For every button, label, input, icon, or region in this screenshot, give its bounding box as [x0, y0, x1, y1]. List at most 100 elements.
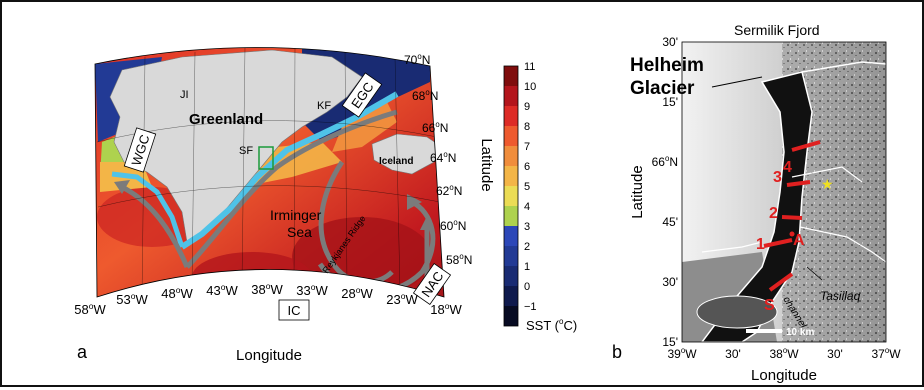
station-label-s: S — [764, 297, 775, 314]
fjord-longitude-ticks: 39oW 30' 38oW 30' 37oW — [667, 346, 901, 361]
colorbar-segment — [504, 166, 518, 186]
egc-arrow-path — [185, 109, 398, 269]
glacier-label-line1: Helheim — [630, 55, 704, 76]
lat-axis-label: Latitude — [478, 138, 495, 191]
tasiilaq-pointer — [806, 266, 823, 281]
colorbar-segment — [504, 286, 518, 306]
station-label-4: 4 — [783, 159, 792, 176]
longitude-tick-label: 43oW — [206, 282, 238, 298]
longitude-tick-label: 38oW — [251, 281, 283, 297]
latitude-tick-label: 60oN — [440, 218, 466, 233]
longitude-tick-label: 58oW — [74, 301, 106, 317]
fjord-longitude-tick-label: 39oW — [667, 346, 697, 361]
ic-box: IC — [278, 299, 310, 321]
fjord-longitude-tick-label: 30' — [827, 347, 843, 361]
colorbar-frame — [503, 65, 519, 327]
panel-a-letter: a — [77, 342, 88, 362]
wgc-arrow-path — [120, 184, 190, 268]
colorbar-tick-label: 10 — [524, 81, 536, 93]
fjord-latitude-tick-label: 15' — [662, 335, 678, 349]
latitude-tick-label: 62oN — [436, 183, 462, 198]
fjord-map-frame — [681, 41, 887, 343]
latitude-ticks: 70oN 68oN 66oN 64oN 62oN 60oN 58oN — [404, 52, 472, 267]
colorbar-label: SST (oC) — [526, 317, 577, 333]
colorbar-tick-label: 2 — [524, 241, 530, 253]
colorbar-tick-label: 7 — [524, 141, 530, 153]
graticule — [96, 47, 441, 297]
station-line-2 — [781, 215, 803, 220]
colorbar-tick-label: 11 — [524, 61, 535, 73]
station-line-1 — [763, 238, 793, 248]
fjord-longitude-tick-label: 37oW — [871, 346, 901, 361]
latitude-tick-label: 68oN — [412, 88, 438, 103]
station-label-3: 3 — [773, 169, 782, 186]
study-box — [258, 146, 274, 170]
colorbar-segment — [504, 126, 518, 146]
colorbar-segment — [504, 206, 518, 226]
greenland-label: Greenland — [189, 111, 263, 128]
longitude-tick-label: 53oW — [116, 291, 148, 307]
station-line-s — [768, 272, 794, 292]
colorbar-tick-label: 1 — [524, 261, 530, 273]
fjord-longitude-tick-label: 30' — [725, 347, 741, 361]
panel-a: Greenland Iceland Irminger Sea Reykjanes… — [74, 47, 577, 364]
colorbar-tick-label: 6 — [524, 161, 530, 173]
latitude-tick-label: 58oN — [446, 252, 472, 267]
tasiilaq-star: ★ — [821, 176, 834, 192]
fjord-latitude-tick-label: 45' — [662, 215, 678, 229]
coastal-current-band — [180, 91, 399, 250]
greenland-landmass — [109, 49, 363, 243]
glacier-pointer — [711, 76, 763, 88]
glacier-terminus-line — [801, 61, 886, 73]
fjord-latitude-tick-label: 66oN — [652, 154, 678, 169]
fjord-latitude-tick-label: 15' — [662, 95, 678, 109]
fjord-map: ★ — [682, 42, 886, 342]
fjord-latitude-tick-label: 30' — [662, 35, 678, 49]
station-point-a — [789, 231, 795, 237]
longitude-tick-label: 18oW — [430, 301, 462, 317]
nac-arrow-head — [420, 216, 434, 230]
sf-label: SF — [239, 145, 253, 157]
glacier-label-line2: Glacier — [630, 78, 695, 99]
figure-svg: Greenland Iceland Irminger Sea Reykjanes… — [74, 22, 901, 384]
colorbar-segment — [504, 146, 518, 166]
colorbar-tick-label: 3 — [524, 221, 530, 233]
colorbar-segment — [504, 226, 518, 246]
colorbar-segment — [504, 106, 518, 126]
fjord-y-axis-label: Latitude — [629, 165, 646, 218]
irminger-sea-label-2: Sea — [287, 224, 312, 240]
fjord-longitude-tick-label: 38oW — [769, 346, 799, 361]
colorbar-segment — [504, 66, 518, 86]
kf-label: KF — [317, 100, 331, 112]
iceland-landmass — [371, 133, 443, 175]
colorbar-tick-label: 0 — [524, 281, 530, 293]
ic-arrow-head — [407, 194, 422, 210]
irminger-sea-label-1: Irminger — [270, 207, 322, 223]
longitude-tick-label: 33oW — [296, 282, 328, 298]
station-line-3 — [786, 180, 811, 187]
colorbar-tick-label: 4 — [524, 201, 530, 213]
colorbar-segment — [504, 246, 518, 266]
longitude-tick-label: 28oW — [341, 285, 373, 301]
colorbar-tick-label: −1 — [524, 301, 537, 313]
longitude-tick-label: 23oW — [386, 291, 418, 307]
iceland-label: Iceland — [379, 156, 413, 167]
station-line-4 — [791, 140, 821, 152]
fjord-latitude-tick-label: 30' — [662, 275, 678, 289]
colorbar-segment — [504, 306, 518, 326]
colorbar-tick-label: 8 — [524, 121, 530, 133]
colorbar-segment — [504, 266, 518, 286]
x-axis-label: Longitude — [236, 347, 302, 364]
fjord-x-axis-label: Longitude — [751, 367, 817, 384]
latitude-tick-label: 66oN — [422, 120, 448, 135]
coastline — [799, 226, 886, 263]
colorbar-segment — [504, 86, 518, 106]
latitude-tick-label: 64oN — [430, 150, 456, 165]
station-label-a: A — [793, 232, 805, 249]
coastal-current-band — [111, 171, 185, 248]
map-frame — [94, 47, 445, 298]
panel-b: ★ 4 3 2 1 A S channel Tasiilaq 10 km Ser… — [612, 22, 901, 384]
tasiilaq-label: Tasiilaq — [820, 289, 861, 303]
